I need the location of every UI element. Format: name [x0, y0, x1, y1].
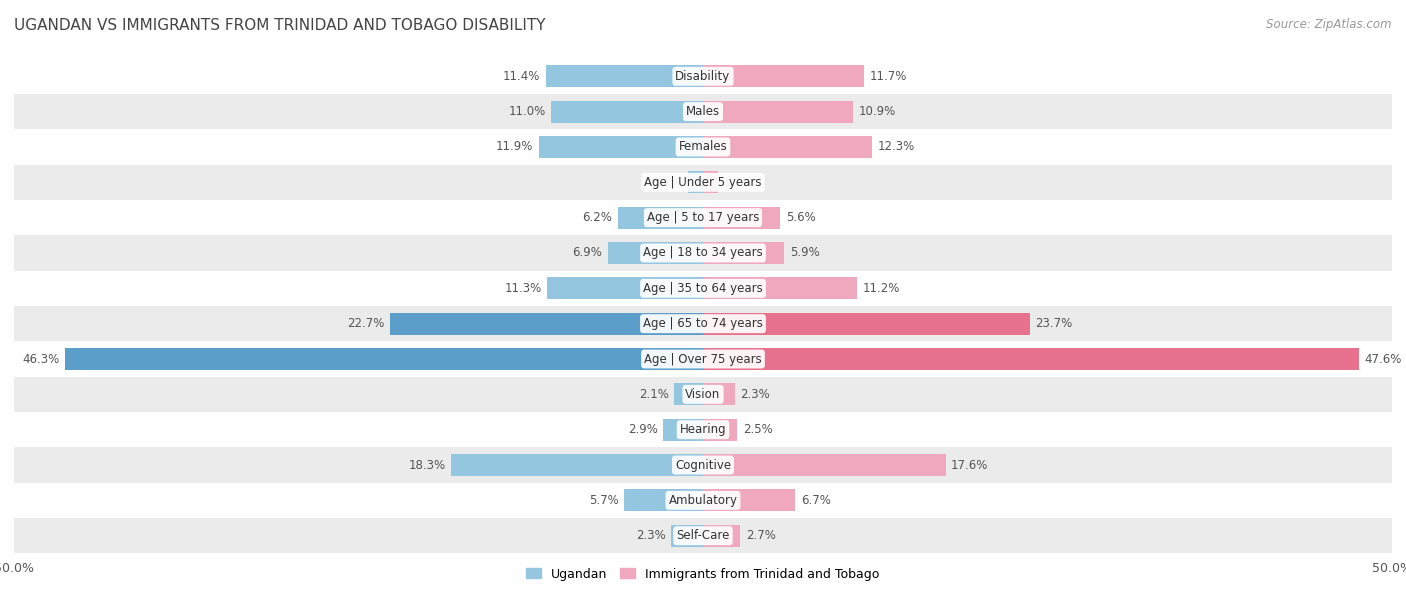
Text: 47.6%: 47.6%: [1364, 353, 1402, 365]
Bar: [703, 524, 740, 547]
Bar: [14, 447, 1392, 483]
Text: Ambulatory: Ambulatory: [668, 494, 738, 507]
Text: Disability: Disability: [675, 70, 731, 83]
Text: UGANDAN VS IMMIGRANTS FROM TRINIDAD AND TOBAGO DISABILITY: UGANDAN VS IMMIGRANTS FROM TRINIDAD AND …: [14, 18, 546, 34]
Bar: [14, 236, 1392, 271]
Text: 6.7%: 6.7%: [801, 494, 831, 507]
Bar: [703, 454, 945, 476]
Bar: [703, 277, 858, 299]
Bar: [551, 100, 703, 122]
Bar: [673, 383, 703, 405]
Text: 1.1%: 1.1%: [652, 176, 682, 189]
Text: 2.9%: 2.9%: [627, 423, 658, 436]
Text: 5.6%: 5.6%: [786, 211, 815, 224]
Text: 6.2%: 6.2%: [582, 211, 612, 224]
Bar: [14, 271, 1392, 306]
Text: Age | 18 to 34 years: Age | 18 to 34 years: [643, 247, 763, 259]
Bar: [703, 136, 873, 158]
Bar: [65, 348, 703, 370]
Text: 6.9%: 6.9%: [572, 247, 602, 259]
Text: 2.1%: 2.1%: [638, 388, 669, 401]
Bar: [703, 490, 796, 512]
Text: 10.9%: 10.9%: [859, 105, 896, 118]
Bar: [14, 94, 1392, 129]
Bar: [617, 207, 703, 229]
Text: 17.6%: 17.6%: [950, 458, 988, 471]
Text: 2.3%: 2.3%: [740, 388, 770, 401]
Bar: [703, 313, 1029, 335]
Text: 11.0%: 11.0%: [509, 105, 546, 118]
Text: 11.2%: 11.2%: [863, 282, 900, 295]
Bar: [14, 306, 1392, 341]
Bar: [14, 59, 1392, 94]
Text: 11.7%: 11.7%: [870, 70, 907, 83]
Text: Source: ZipAtlas.com: Source: ZipAtlas.com: [1267, 18, 1392, 31]
Legend: Ugandan, Immigrants from Trinidad and Tobago: Ugandan, Immigrants from Trinidad and To…: [522, 563, 884, 586]
Text: 11.4%: 11.4%: [503, 70, 540, 83]
Bar: [703, 207, 780, 229]
Bar: [391, 313, 703, 335]
Text: 23.7%: 23.7%: [1035, 317, 1073, 330]
Text: 11.9%: 11.9%: [496, 141, 533, 154]
Text: 2.5%: 2.5%: [742, 423, 773, 436]
Bar: [607, 242, 703, 264]
Text: Hearing: Hearing: [679, 423, 727, 436]
Text: Vision: Vision: [685, 388, 721, 401]
Text: 22.7%: 22.7%: [347, 317, 385, 330]
Bar: [664, 419, 703, 441]
Text: Self-Care: Self-Care: [676, 529, 730, 542]
Bar: [703, 383, 735, 405]
Bar: [703, 242, 785, 264]
Bar: [14, 129, 1392, 165]
Bar: [546, 65, 703, 88]
Text: 5.9%: 5.9%: [790, 247, 820, 259]
Bar: [671, 524, 703, 547]
Bar: [703, 348, 1358, 370]
Bar: [14, 376, 1392, 412]
Bar: [703, 171, 718, 193]
Text: 46.3%: 46.3%: [22, 353, 59, 365]
Text: Age | Over 75 years: Age | Over 75 years: [644, 353, 762, 365]
Text: Cognitive: Cognitive: [675, 458, 731, 471]
Bar: [547, 277, 703, 299]
Bar: [14, 200, 1392, 236]
Bar: [688, 171, 703, 193]
Bar: [14, 412, 1392, 447]
Text: 12.3%: 12.3%: [877, 141, 915, 154]
Text: Age | Under 5 years: Age | Under 5 years: [644, 176, 762, 189]
Text: 2.7%: 2.7%: [745, 529, 776, 542]
Text: Age | 35 to 64 years: Age | 35 to 64 years: [643, 282, 763, 295]
Bar: [703, 100, 853, 122]
Bar: [14, 341, 1392, 376]
Text: 5.7%: 5.7%: [589, 494, 619, 507]
Bar: [538, 136, 703, 158]
Bar: [703, 419, 738, 441]
Text: 2.3%: 2.3%: [636, 529, 666, 542]
Text: 1.1%: 1.1%: [724, 176, 754, 189]
Text: Females: Females: [679, 141, 727, 154]
Text: 11.3%: 11.3%: [505, 282, 541, 295]
Bar: [14, 518, 1392, 553]
Bar: [14, 483, 1392, 518]
Text: Age | 65 to 74 years: Age | 65 to 74 years: [643, 317, 763, 330]
Bar: [451, 454, 703, 476]
Bar: [624, 490, 703, 512]
Text: 18.3%: 18.3%: [408, 458, 446, 471]
Text: Age | 5 to 17 years: Age | 5 to 17 years: [647, 211, 759, 224]
Bar: [703, 65, 865, 88]
Text: Males: Males: [686, 105, 720, 118]
Bar: [14, 165, 1392, 200]
